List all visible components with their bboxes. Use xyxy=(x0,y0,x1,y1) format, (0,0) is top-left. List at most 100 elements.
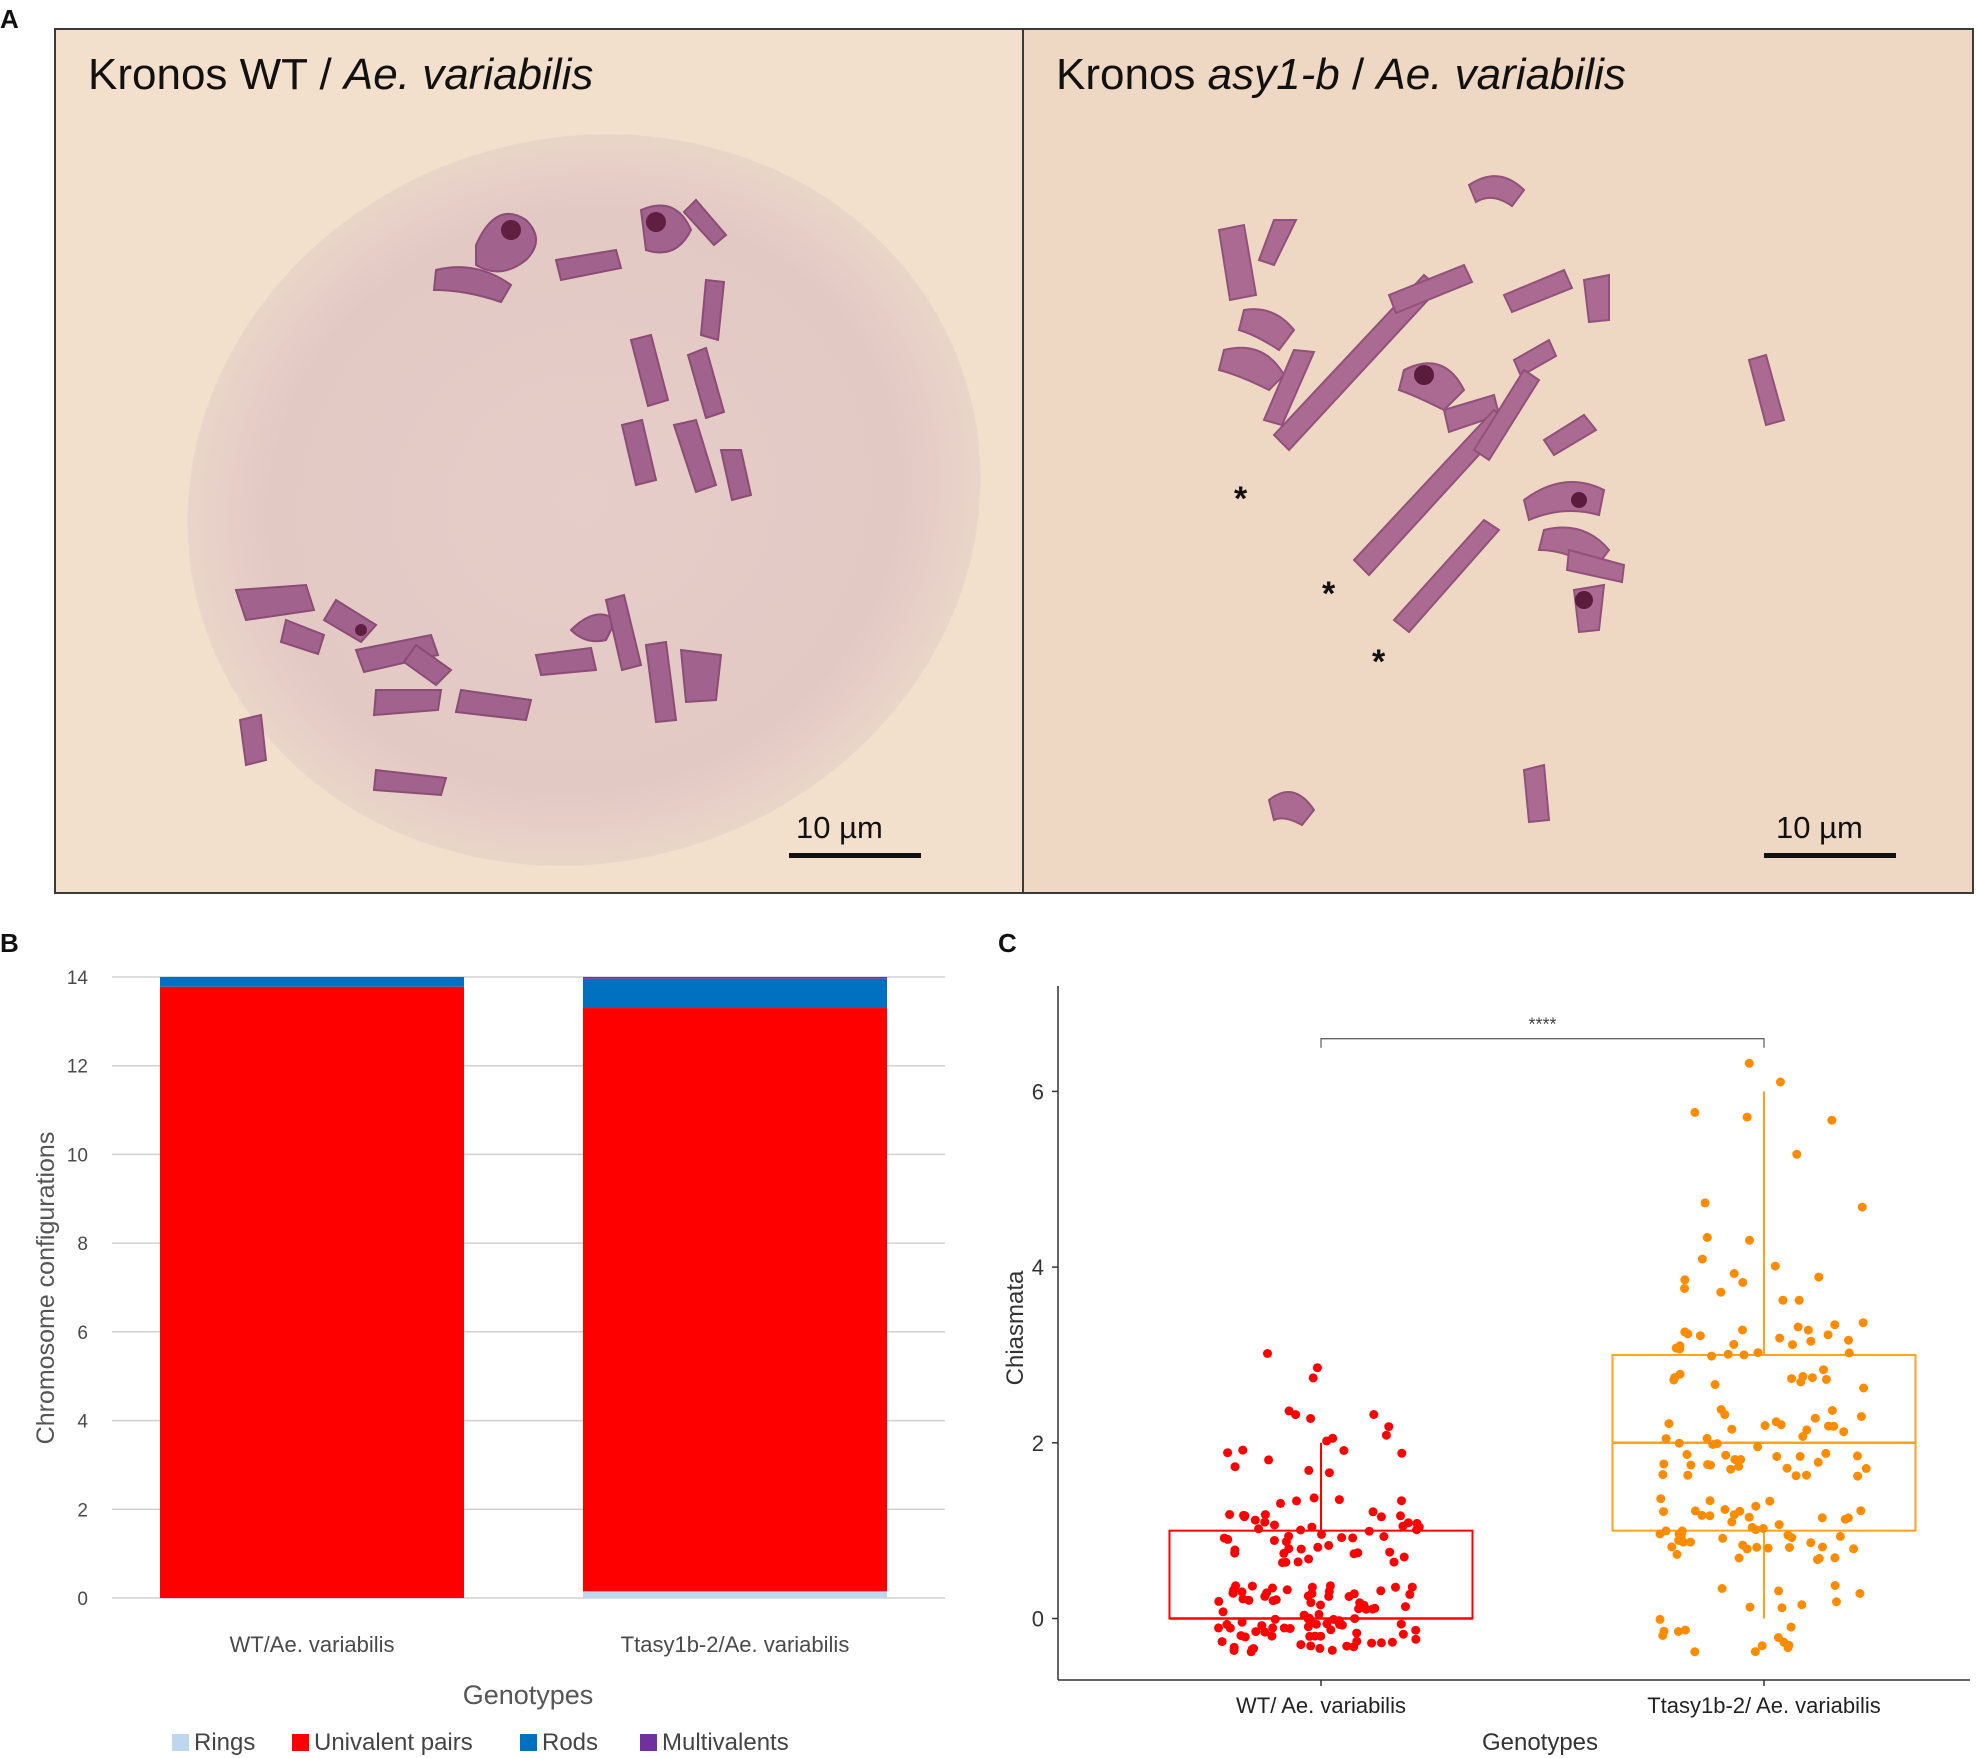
data-point-1-117 xyxy=(1830,1320,1840,1330)
data-point-0-95 xyxy=(1396,1511,1405,1521)
data-point-1-60 xyxy=(1674,1529,1684,1539)
data-point-0-147 xyxy=(1369,1410,1379,1419)
data-point-0-125 xyxy=(1260,1517,1270,1527)
data-point-1-144 xyxy=(1683,1329,1693,1339)
data-point-0-106 xyxy=(1276,1498,1285,1508)
data-point-1-51 xyxy=(1856,1506,1866,1516)
panel-letter-b: B xyxy=(0,928,19,958)
data-point-1-53 xyxy=(1718,1533,1728,1543)
data-point-1-118 xyxy=(1739,1350,1749,1360)
bar-univalent-pairs-1 xyxy=(583,1008,887,1592)
data-point-0-52 xyxy=(1217,1637,1227,1647)
data-point-0-66 xyxy=(1342,1641,1352,1651)
data-point-1-143 xyxy=(1807,1373,1817,1383)
data-point-0-122 xyxy=(1324,1540,1334,1550)
data-point-1-63 xyxy=(1656,1494,1666,1504)
data-point-1-59 xyxy=(1727,1517,1737,1527)
panel-letter-a: A xyxy=(0,4,19,34)
data-point-1-17 xyxy=(1779,1637,1789,1647)
micrograph-asy1b-title: Kronos asy1-b / Ae. variabilis xyxy=(1056,50,1626,99)
y-axis-label: Chiasmata xyxy=(1002,1270,1029,1385)
data-point-1-111 xyxy=(1726,1464,1736,1474)
data-point-1-75 xyxy=(1702,1433,1712,1443)
data-point-1-40 xyxy=(1697,1510,1707,1520)
data-point-1-106 xyxy=(1734,1461,1744,1471)
data-point-1-133 xyxy=(1858,1318,1868,1328)
data-point-1-22 xyxy=(1758,1524,1768,1533)
data-point-1-135 xyxy=(1819,1365,1828,1375)
data-point-1-3 xyxy=(1655,1614,1665,1624)
data-point-1-97 xyxy=(1727,1424,1737,1434)
data-point-0-148 xyxy=(1306,1414,1316,1423)
data-point-1-87 xyxy=(1856,1412,1866,1421)
data-point-0-80 xyxy=(1322,1619,1332,1629)
data-point-1-8 xyxy=(1855,1589,1865,1598)
data-point-1-126 xyxy=(1729,1339,1739,1349)
data-point-1-164 xyxy=(1690,1107,1700,1117)
micrograph-wt-image xyxy=(56,30,1028,892)
data-point-1-6 xyxy=(1673,1627,1683,1636)
data-point-1-107 xyxy=(1730,1455,1740,1464)
y-tick-label-2: 2 xyxy=(77,1500,88,1521)
data-point-1-61 xyxy=(1734,1553,1744,1563)
data-point-1-21 xyxy=(1667,1542,1677,1552)
legend-swatch-1 xyxy=(292,1734,309,1751)
data-point-1-10 xyxy=(1830,1581,1840,1590)
data-point-0-155 xyxy=(1324,1468,1334,1478)
data-point-1-69 xyxy=(1683,1470,1693,1480)
data-point-1-130 xyxy=(1806,1336,1816,1346)
data-point-1-157 xyxy=(1792,1149,1802,1159)
data-point-0-97 xyxy=(1309,1493,1319,1503)
bar-multivalents-1 xyxy=(583,977,887,979)
data-point-1-57 xyxy=(1690,1506,1700,1516)
data-point-1-162 xyxy=(1776,1077,1785,1087)
data-point-1-127 xyxy=(1775,1333,1785,1343)
data-point-0-8 xyxy=(1352,1636,1362,1646)
data-point-0-39 xyxy=(1368,1604,1377,1614)
asterisk-marker-3: * xyxy=(1372,643,1386,681)
data-point-1-95 xyxy=(1827,1406,1837,1415)
data-point-0-62 xyxy=(1225,1623,1235,1633)
data-point-1-56 xyxy=(1735,1506,1745,1516)
data-point-0-45 xyxy=(1214,1623,1223,1633)
data-point-1-1 xyxy=(1777,1603,1787,1613)
x-tick-label-0: WT/Ae. variabilis xyxy=(229,1632,394,1657)
data-point-0-35 xyxy=(1367,1638,1377,1648)
data-point-0-16 xyxy=(1247,1581,1257,1591)
data-point-0-90 xyxy=(1304,1554,1314,1564)
y-tick-label-2: 2 xyxy=(1032,1431,1044,1456)
data-point-0-132 xyxy=(1269,1536,1279,1545)
data-point-0-99 xyxy=(1353,1548,1363,1558)
data-point-0-142 xyxy=(1384,1422,1394,1432)
data-point-1-34 xyxy=(1818,1542,1827,1552)
data-point-1-90 xyxy=(1821,1448,1831,1458)
data-point-0-103 xyxy=(1219,1533,1229,1543)
data-point-0-153 xyxy=(1284,1406,1294,1416)
data-point-1-43 xyxy=(1738,1540,1748,1550)
data-point-0-37 xyxy=(1391,1582,1400,1592)
data-point-1-92 xyxy=(1720,1410,1730,1420)
data-point-1-25 xyxy=(1672,1549,1682,1559)
data-point-1-72 xyxy=(1659,1459,1669,1469)
significance-label: **** xyxy=(1528,1015,1556,1035)
data-point-1-146 xyxy=(1697,1254,1707,1264)
data-point-0-105 xyxy=(1260,1510,1270,1520)
data-point-0-158 xyxy=(1263,1349,1272,1358)
data-point-1-33 xyxy=(1752,1542,1762,1552)
data-point-0-157 xyxy=(1312,1363,1322,1373)
data-point-1-103 xyxy=(1664,1419,1674,1429)
data-point-1-101 xyxy=(1829,1421,1839,1431)
data-point-0-84 xyxy=(1307,1582,1317,1592)
data-point-1-36 xyxy=(1751,1501,1761,1511)
data-point-0-60 xyxy=(1315,1643,1325,1653)
legend-label-0: Rings xyxy=(194,1729,255,1756)
y-tick-label-0: 0 xyxy=(77,1589,88,1610)
data-point-1-147 xyxy=(1680,1275,1690,1285)
data-point-0-34 xyxy=(1267,1631,1277,1641)
data-point-1-122 xyxy=(1669,1375,1679,1385)
data-point-0-13 xyxy=(1411,1634,1421,1644)
data-point-0-126 xyxy=(1397,1496,1406,1506)
data-point-0-141 xyxy=(1238,1445,1248,1455)
data-point-1-142 xyxy=(1796,1377,1806,1387)
data-point-0-114 xyxy=(1281,1557,1291,1567)
